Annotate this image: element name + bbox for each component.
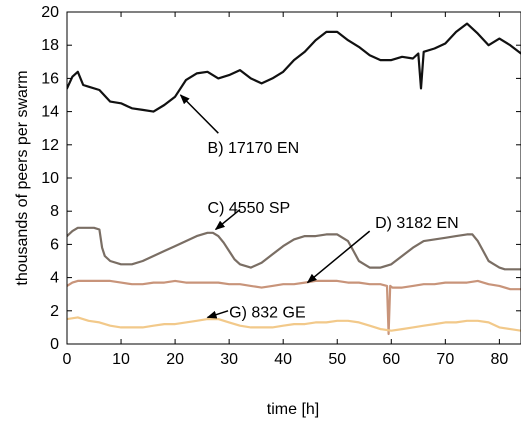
annotation-label-1: C) 4550 SP [208, 200, 291, 217]
x-tick-label: 0 [63, 351, 72, 368]
x-tick-label: 70 [436, 351, 454, 368]
x-tick-label: 40 [274, 351, 292, 368]
annotation-label-0: B) 17170 EN [208, 140, 300, 157]
y-tick-label: 16 [41, 70, 59, 87]
x-tick-label: 60 [382, 351, 400, 368]
series-line-0 [67, 22, 521, 113]
y-tick-label: 18 [41, 37, 59, 54]
x-tick-label: 80 [490, 351, 508, 368]
annotation-arrow-2 [306, 230, 371, 284]
annotation-arrow-1 [214, 208, 241, 231]
annotation-arrow-3 [206, 310, 229, 319]
y-axis-label: thousands of peers per swarm [14, 70, 31, 285]
plot-background [67, 12, 521, 344]
x-tick-label: 10 [112, 351, 130, 368]
series-line-1 [67, 226, 521, 271]
tick-layer: 0 10 20 30 40 50 60 70 80 0 2 4 6 8 10 12 14 16 18 20 [41, 4, 521, 368]
y-tick-label: 14 [41, 104, 59, 121]
y-tick-label: 6 [50, 236, 59, 253]
y-tick-label: 8 [50, 203, 59, 220]
y-tick-label: 20 [41, 4, 59, 21]
series-line-2 [67, 279, 521, 336]
series-line-3 [67, 316, 521, 332]
annotation-label-3: G) 832 GE [229, 304, 305, 321]
y-tick-label: 4 [50, 270, 59, 287]
annotation-label-2: D) 3182 EN [375, 215, 459, 232]
y-tick-label: 12 [41, 137, 59, 154]
y-tick-label: 10 [41, 170, 59, 187]
series-layer [67, 22, 521, 336]
annotation-layer: B) 17170 EN C) 4550 SP D) 3182 EN G) 832 GE [179, 94, 459, 321]
x-axis-label: time [h] [267, 401, 319, 418]
x-tick-label: 50 [328, 351, 346, 368]
annotation-arrow-0 [179, 94, 219, 134]
y-tick-label: 2 [50, 303, 59, 320]
x-tick-label: 20 [166, 351, 184, 368]
x-tick-label: 30 [220, 351, 238, 368]
y-tick-label: 0 [50, 336, 59, 353]
